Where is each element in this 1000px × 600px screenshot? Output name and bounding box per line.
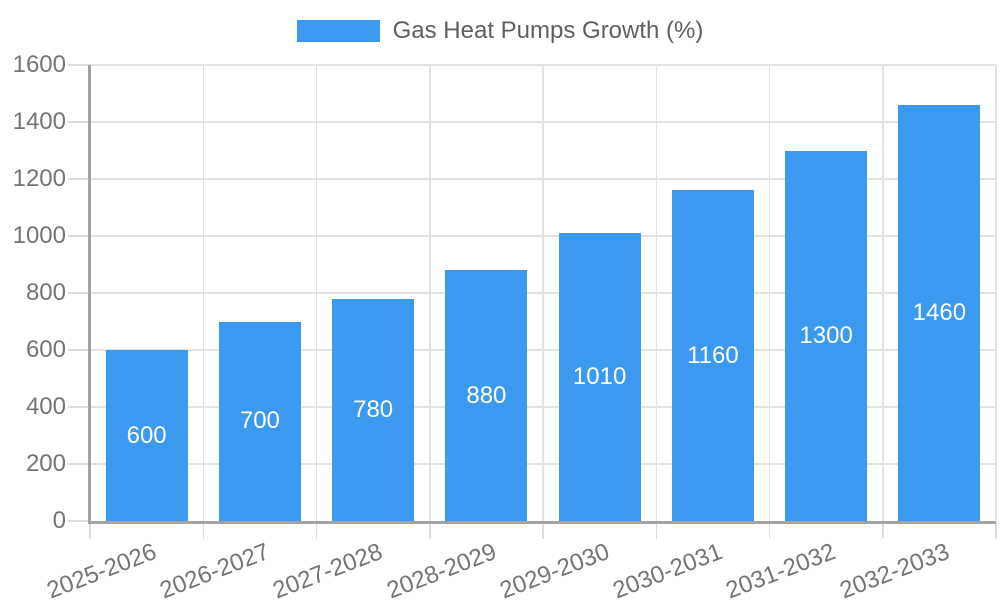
x-tick-label: 2028-2029 [382, 538, 500, 600]
y-axis-tick [68, 520, 90, 522]
y-tick-label: 1600 [12, 51, 66, 78]
bar [898, 104, 981, 521]
x-tick-label: 2029-2030 [496, 538, 613, 600]
x-tick-label: 2031-2032 [722, 538, 840, 600]
bar-value-label: 700 [239, 407, 280, 435]
bar-value-label: 880 [466, 381, 507, 409]
x-tick-label: 2032-2033 [835, 538, 953, 600]
x-axis-tick [882, 523, 884, 539]
x-gridline [995, 65, 997, 521]
legend-item[interactable]: Gas Heat Pumps Growth (%) [296, 17, 704, 45]
x-axis-tick [542, 523, 544, 539]
y-tick-label: 600 [25, 336, 66, 363]
y-tick-label: 1200 [12, 165, 66, 192]
x-axis-tick [429, 523, 431, 539]
x-gridline [655, 65, 657, 521]
x-gridline [768, 65, 771, 521]
bar-value-label: 780 [353, 395, 394, 423]
x-tick-label: 2027-2028 [269, 538, 387, 600]
x-axis-tick [995, 523, 997, 539]
legend-swatch-icon [296, 20, 380, 42]
x-gridline [429, 65, 431, 521]
x-axis-tick [89, 523, 91, 539]
x-gridline [202, 65, 204, 521]
bar [105, 350, 188, 521]
x-axis-tick [315, 523, 318, 539]
x-tick-label: 2030-2031 [609, 538, 727, 600]
bar [558, 233, 641, 521]
bar [218, 321, 301, 521]
x-gridline [542, 65, 544, 521]
y-axis-tick [68, 292, 90, 294]
bar-value-label: 1300 [799, 321, 853, 349]
y-axis-line [88, 65, 91, 521]
legend-label: Gas Heat Pumps Growth (%) [392, 17, 704, 44]
y-tick-label: 1000 [12, 222, 66, 249]
y-axis-tick [68, 64, 90, 66]
bar [671, 190, 754, 521]
bar-value-label: 1460 [912, 298, 967, 326]
bar [332, 298, 415, 521]
bar [445, 270, 528, 521]
y-axis-tick [68, 121, 90, 123]
x-axis-tick [202, 523, 204, 539]
x-tick-label: 2026-2027 [156, 538, 274, 600]
x-axis-tick [768, 523, 771, 539]
bar-value-label: 600 [126, 421, 167, 449]
y-tick-label: 800 [25, 279, 66, 306]
y-tick-label: 0 [52, 507, 66, 534]
y-tick-label: 400 [25, 393, 66, 420]
x-axis-tick [655, 523, 657, 539]
y-axis-tick [68, 406, 90, 408]
x-gridline [315, 65, 318, 521]
bar [785, 150, 868, 521]
y-axis-tick [68, 463, 90, 465]
y-axis-tick [68, 178, 90, 180]
bar-value-label: 1160 [687, 341, 739, 369]
y-tick-label: 1400 [12, 108, 66, 135]
x-tick-label: 2025-2026 [43, 538, 160, 600]
legend: Gas Heat Pumps Growth (%) [0, 16, 1000, 46]
y-axis-tick [68, 349, 90, 351]
y-tick-label: 200 [25, 450, 66, 477]
x-axis-line [88, 521, 996, 524]
bar-value-label: 1010 [572, 363, 627, 391]
y-axis-tick [68, 235, 90, 237]
x-gridline [882, 65, 884, 521]
